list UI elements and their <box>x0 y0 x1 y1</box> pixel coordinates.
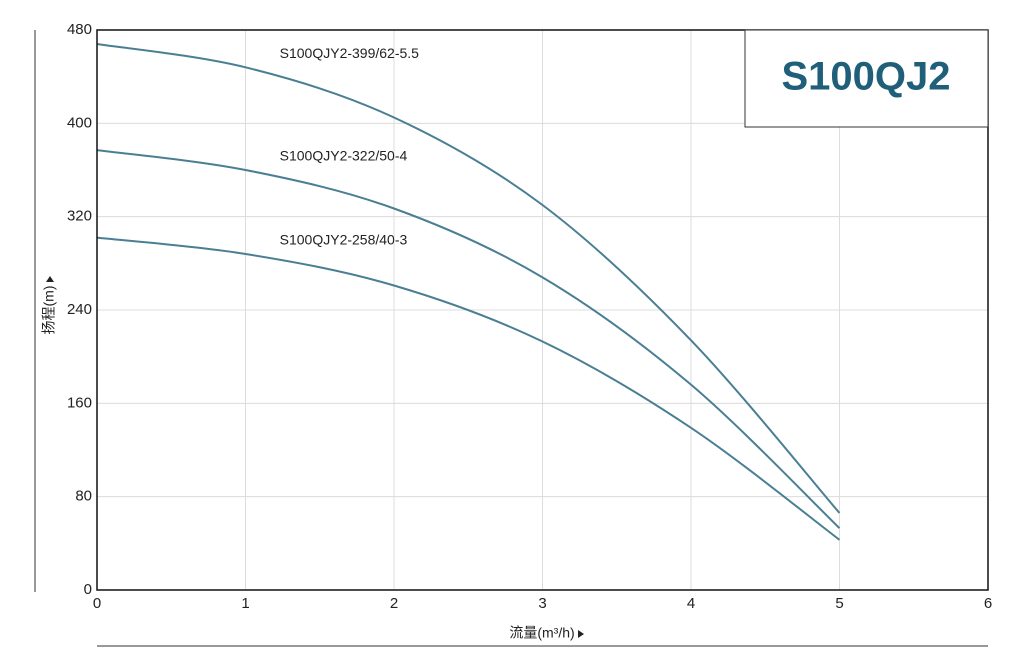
x-tick-label: 1 <box>241 595 249 612</box>
plot <box>96 43 841 541</box>
y-tick-label: 80 <box>75 488 92 505</box>
title-box <box>744 29 989 128</box>
y-axis-label: 扬程(m) <box>41 286 57 335</box>
series-line <box>96 236 841 541</box>
x-tick-label: 2 <box>390 595 398 612</box>
x-tick-label: 0 <box>93 595 101 612</box>
series-line <box>96 43 841 514</box>
y-tick-label: 320 <box>67 208 92 225</box>
x-arrow <box>578 630 584 638</box>
chart-title: S100QJ2 <box>781 55 950 99</box>
series-label: S100QJY2-322/50-4 <box>280 148 408 164</box>
y-tick-label: 480 <box>67 21 92 38</box>
plot-frame <box>96 29 989 591</box>
series-label: S100QJY2-258/40-3 <box>280 232 408 248</box>
x-tick-label: 3 <box>538 595 546 612</box>
y-tick-label: 240 <box>67 301 92 318</box>
series-label: S100QJY2-399/62-5.5 <box>280 45 420 61</box>
x-tick-label: 4 <box>687 595 695 612</box>
y-tick-label: 400 <box>67 114 92 131</box>
y-arrow <box>46 276 54 282</box>
grid <box>96 29 989 591</box>
y-tick-label: 160 <box>67 394 92 411</box>
x-axis-label: 流量(m³/h) <box>509 625 574 641</box>
x-tick-label: 6 <box>984 595 992 612</box>
y-tick-label: 0 <box>84 581 92 598</box>
series-line <box>96 149 841 529</box>
x-tick-label: 5 <box>835 595 843 612</box>
